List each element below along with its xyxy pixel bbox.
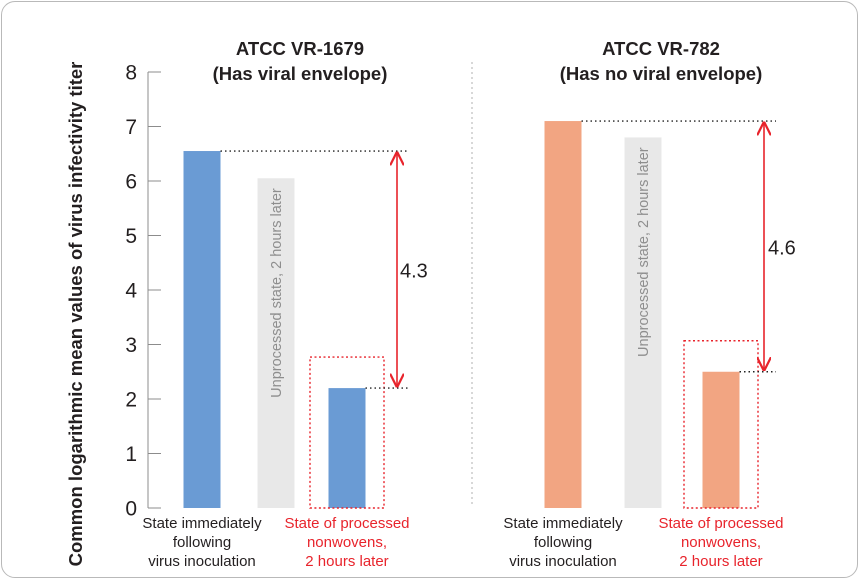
y-tick-label: 2 xyxy=(125,389,137,412)
bar xyxy=(702,371,740,508)
bar xyxy=(328,388,366,508)
category-label: virus inoculation xyxy=(148,553,256,570)
category-label: following xyxy=(534,534,592,551)
category-label: virus inoculation xyxy=(509,553,617,570)
difference-label: 4.6 xyxy=(768,237,796,259)
panel-title: ATCC VR-782 xyxy=(602,38,720,59)
category-label: State immediately xyxy=(142,515,262,532)
category-label: nonwovens, xyxy=(307,534,387,551)
y-tick-label: 4 xyxy=(125,280,137,303)
y-tick-label: 0 xyxy=(125,498,137,521)
panel-subtitle: (Has viral envelope) xyxy=(213,63,388,84)
highlight-box xyxy=(683,340,759,509)
bar-inner-label: Unprocessed state, 2 hours later xyxy=(636,147,652,357)
highlight-box xyxy=(309,356,385,509)
y-tick-label: 6 xyxy=(125,171,137,194)
bar xyxy=(183,151,221,508)
category-label: State immediately xyxy=(503,515,623,532)
bar xyxy=(624,137,662,508)
panel-subtitle: (Has no viral envelope) xyxy=(560,63,763,84)
y-axis-label: Common logarithmic mean values of virus … xyxy=(65,62,86,567)
category-label: 2 hours later xyxy=(305,553,388,570)
category-label: State of processed xyxy=(284,515,409,532)
difference-label: 4.3 xyxy=(400,261,428,283)
category-label: 2 hours later xyxy=(679,553,762,570)
bar-inner-label: Unprocessed state, 2 hours later xyxy=(269,188,285,398)
bar xyxy=(257,178,295,508)
y-tick-label: 1 xyxy=(125,443,137,466)
y-tick-label: 3 xyxy=(125,334,137,357)
y-tick-label: 7 xyxy=(125,116,137,139)
category-label: nonwovens, xyxy=(681,534,761,551)
category-label: State of processed xyxy=(658,515,783,532)
y-tick-label: 8 xyxy=(125,62,137,85)
panel-title: ATCC VR-1679 xyxy=(236,38,364,59)
bar xyxy=(544,121,582,509)
y-tick-label: 5 xyxy=(125,225,137,248)
category-label: following xyxy=(173,534,231,551)
